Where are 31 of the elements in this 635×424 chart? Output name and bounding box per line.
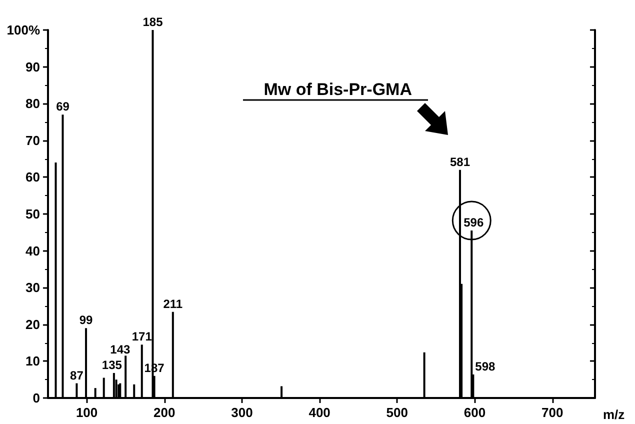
y-tick-label: 60 xyxy=(26,170,40,185)
y-tick-label: 80 xyxy=(26,96,40,112)
x-axis-title: m/z xyxy=(603,407,626,422)
x-tick-label: 400 xyxy=(308,405,330,420)
y-tick-label: 40 xyxy=(26,243,40,258)
x-tick-label: 600 xyxy=(464,405,486,420)
annotation: 135 xyxy=(102,358,122,372)
y-tick-label: 70 xyxy=(26,132,40,148)
annotation: 143 xyxy=(110,342,130,356)
annotation: 99 xyxy=(79,313,94,328)
annotation: 69 xyxy=(56,100,70,114)
annotation: 596 xyxy=(464,216,484,230)
annotation: Mw of Bis-Pr-GMA xyxy=(264,80,412,99)
x-tick-label: 300 xyxy=(231,405,253,420)
y-tick-label: 20 xyxy=(26,316,40,332)
x-tick-label: 500 xyxy=(386,405,408,420)
x-tick-label: 200 xyxy=(154,405,176,420)
y-tick-label: 50 xyxy=(26,206,40,222)
y-tick-label: 90 xyxy=(26,59,40,74)
y-tick-label: 0 xyxy=(32,390,40,406)
annotation: 581 xyxy=(450,154,470,169)
annotation: 211 xyxy=(163,296,183,311)
x-tick-label: 100 xyxy=(76,405,98,420)
y-tick-label: 10 xyxy=(26,354,40,369)
annotation: 598 xyxy=(475,359,496,374)
annotation: 185 xyxy=(142,15,164,29)
x-tick-label: 700 xyxy=(541,405,564,420)
annotation: 171 xyxy=(132,330,152,344)
y-tick-label: 30 xyxy=(26,280,40,296)
y-tick-label: 100% xyxy=(6,22,40,38)
annotation: 87 xyxy=(70,368,84,382)
